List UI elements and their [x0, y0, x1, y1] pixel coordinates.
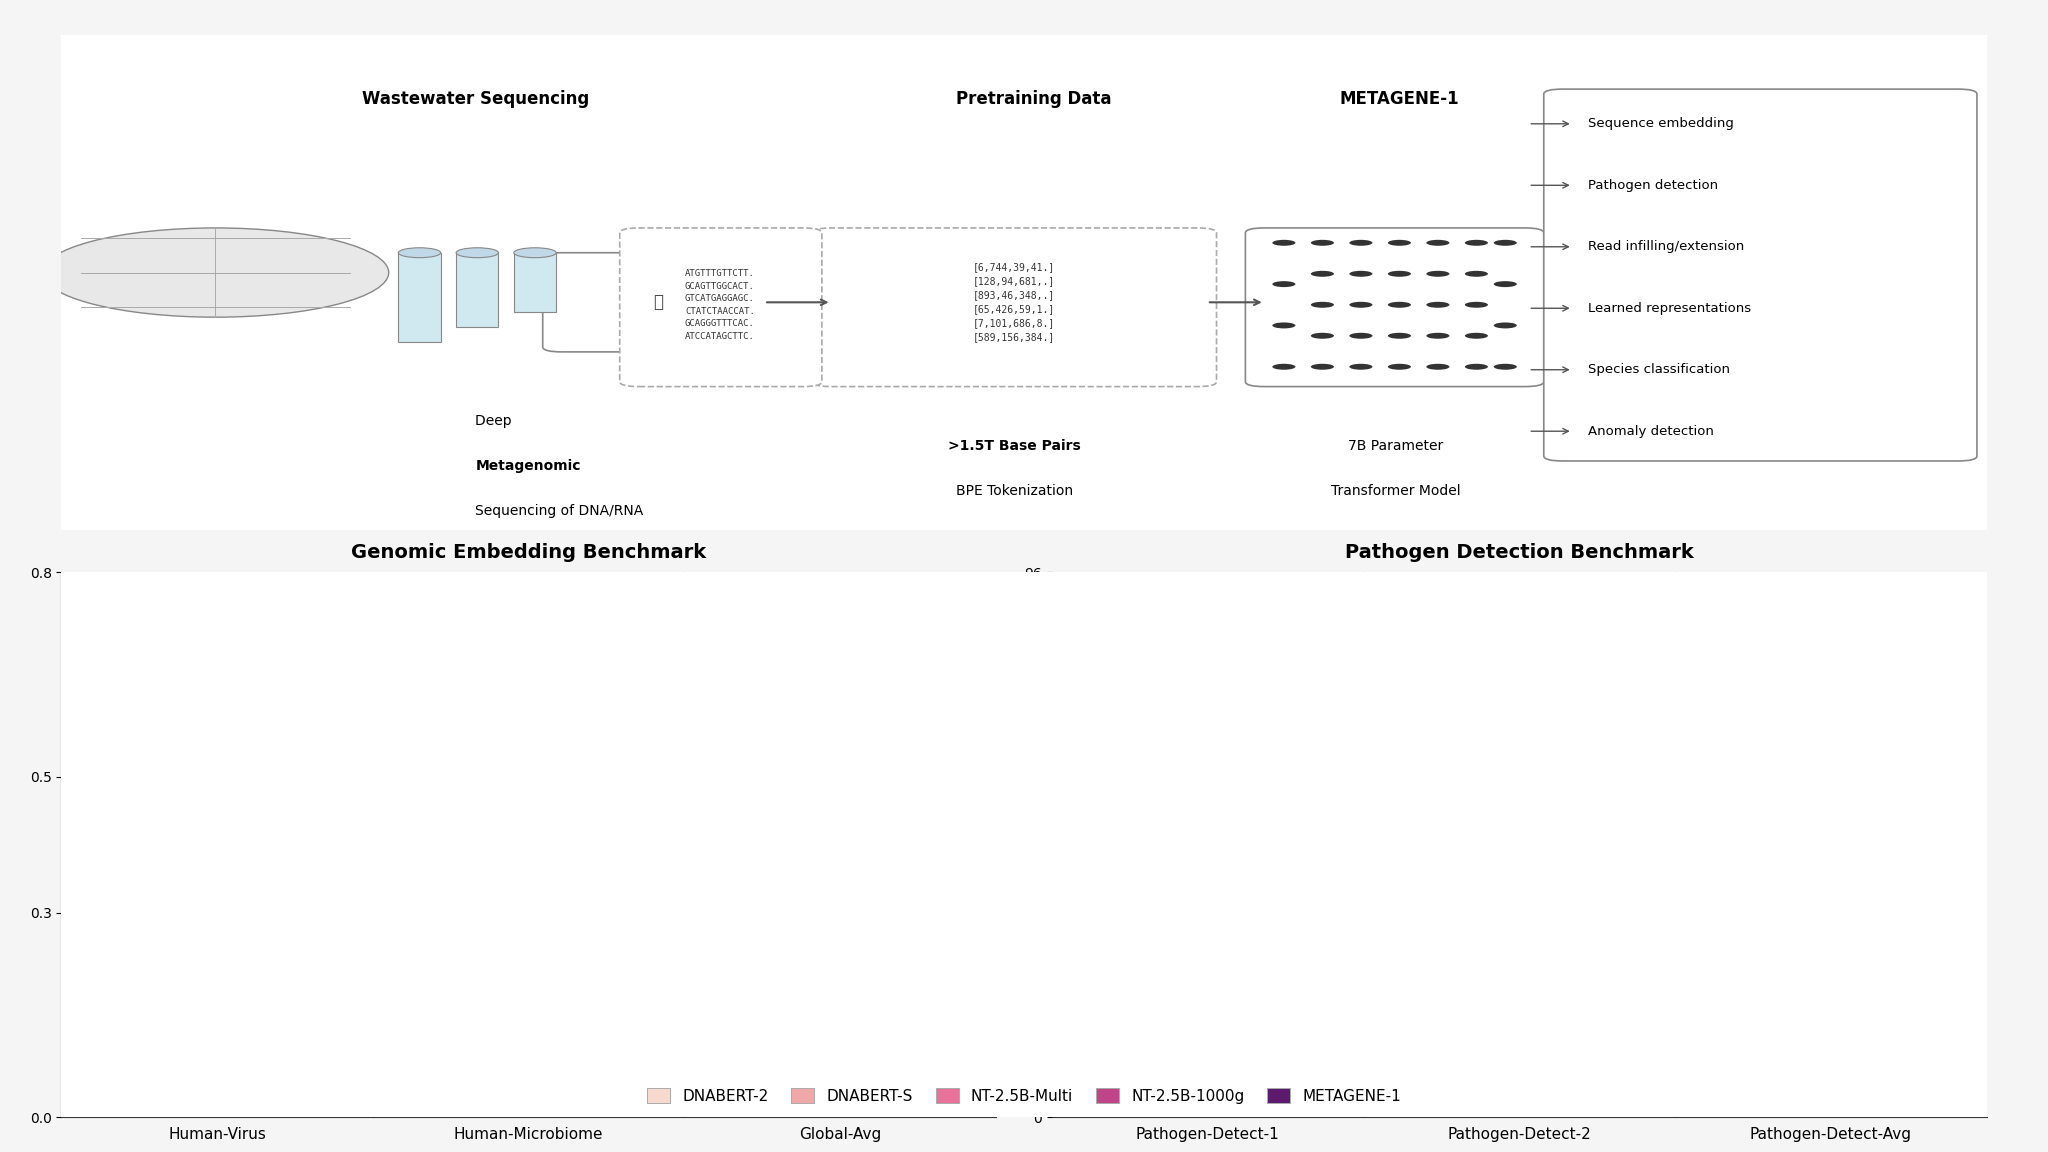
Ellipse shape [514, 248, 557, 258]
Bar [1094, 711, 1137, 1117]
Bar [725, 706, 768, 1117]
Bar [1497, 689, 1540, 1117]
FancyBboxPatch shape [621, 228, 821, 387]
Text: Wastewater Sequencing: Wastewater Sequencing [362, 90, 590, 108]
Circle shape [1350, 333, 1372, 339]
Bar [1139, 696, 1182, 1117]
Bar [1763, 700, 1806, 1117]
Bar [461, 772, 504, 1117]
Bar [866, 638, 909, 1117]
FancyBboxPatch shape [43, 567, 2005, 1123]
Text: BPE Tokenization: BPE Tokenization [956, 484, 1073, 498]
Text: Pretraining Data: Pretraining Data [956, 90, 1112, 108]
Text: >1.5T Base Pairs: >1.5T Base Pairs [948, 439, 1081, 453]
Bar [457, 252, 498, 327]
Title: Pathogen Detection Benchmark: Pathogen Detection Benchmark [1346, 543, 1694, 562]
Bar [1808, 690, 1851, 1117]
Bar [289, 582, 332, 1117]
FancyBboxPatch shape [813, 228, 1217, 387]
Circle shape [1425, 302, 1450, 308]
Text: Learned representations: Learned representations [1587, 302, 1751, 314]
Circle shape [1493, 323, 1518, 328]
Circle shape [1389, 240, 1411, 245]
Circle shape [1464, 240, 1489, 245]
Circle shape [1464, 302, 1489, 308]
Circle shape [1493, 364, 1518, 370]
Bar [414, 774, 457, 1117]
Bar [102, 758, 145, 1117]
Circle shape [1389, 364, 1411, 370]
Circle shape [1272, 323, 1296, 328]
Bar [514, 252, 557, 312]
Circle shape [1272, 281, 1296, 287]
Text: [6,744,39,41.]
[128,94,681,.]
[893,46,348,.]
[65,426,59,1.]
[7,101,686,8.]
[589,: [6,744,39,41.] [128,94,681,.] [893,46,34… [973, 263, 1055, 342]
Circle shape [1311, 333, 1333, 339]
Circle shape [1493, 281, 1518, 287]
Circle shape [1311, 271, 1333, 276]
Text: Deep: Deep [475, 415, 516, 429]
Bar [1452, 708, 1495, 1117]
Circle shape [1350, 364, 1372, 370]
Text: Anomaly detection: Anomaly detection [1587, 425, 1714, 438]
Text: ⬛: ⬛ [653, 294, 664, 311]
Text: Sequence embedding: Sequence embedding [1587, 118, 1735, 130]
Bar [1716, 712, 1759, 1117]
Text: METAGENE-1: METAGENE-1 [1339, 90, 1460, 108]
Ellipse shape [397, 248, 440, 258]
Circle shape [1350, 302, 1372, 308]
Text: Transformer Model: Transformer Model [1331, 484, 1460, 498]
FancyBboxPatch shape [43, 30, 2005, 536]
Bar [600, 593, 643, 1117]
Circle shape [1493, 240, 1518, 245]
Circle shape [1464, 333, 1489, 339]
Circle shape [1350, 240, 1372, 245]
Circle shape [1425, 364, 1450, 370]
Bar [1233, 690, 1276, 1117]
Circle shape [1425, 333, 1450, 339]
Text: ATGTTTGTTCTT.
GCAGTTGGCACT.
GTCATGAGGAGC.
CTATCTAACCAT.
GCAGGGTTTCAC.
ATCCATAGCT: ATGTTTGTTCTT. GCAGTTGGCACT. GTCATGAGGAGC… [684, 270, 756, 341]
Circle shape [1272, 240, 1296, 245]
Bar [1544, 687, 1587, 1117]
Circle shape [1425, 271, 1450, 276]
Bar [1855, 689, 1898, 1117]
Circle shape [1389, 271, 1411, 276]
Text: 7B Parameter: 7B Parameter [1348, 439, 1444, 453]
Circle shape [1311, 364, 1333, 370]
Circle shape [1311, 240, 1333, 245]
Circle shape [1350, 271, 1372, 276]
Text: Species classification: Species classification [1587, 363, 1731, 377]
Bar [397, 252, 440, 342]
Circle shape [1389, 302, 1411, 308]
Bar [1903, 666, 1946, 1117]
Bar [242, 662, 285, 1117]
Bar [150, 753, 193, 1117]
Bar [772, 706, 815, 1117]
FancyBboxPatch shape [543, 252, 774, 351]
Circle shape [1311, 302, 1333, 308]
Bar [1280, 672, 1323, 1117]
Circle shape [1389, 333, 1411, 339]
Text: Pathogen detection: Pathogen detection [1587, 179, 1718, 191]
Bar [1405, 713, 1448, 1117]
Bar [197, 698, 240, 1117]
Circle shape [1464, 271, 1489, 276]
Circle shape [1425, 240, 1450, 245]
Text: Metagenomic: Metagenomic [475, 458, 582, 473]
Bar [911, 581, 954, 1117]
Bar [508, 771, 551, 1117]
FancyBboxPatch shape [1544, 89, 1976, 461]
Bar [1591, 660, 1634, 1117]
Bar [819, 660, 862, 1117]
Bar [1186, 692, 1229, 1117]
Bar [553, 697, 596, 1117]
Circle shape [43, 228, 389, 317]
Circle shape [1272, 364, 1296, 370]
FancyBboxPatch shape [1245, 228, 1544, 387]
Title: Genomic Embedding Benchmark: Genomic Embedding Benchmark [350, 543, 707, 562]
Text: Read infilling/extension: Read infilling/extension [1587, 241, 1745, 253]
Ellipse shape [457, 248, 498, 258]
Legend: DNABERT-2, DNABERT-S, NT-2.5B-Multi, NT-2.5B-1000g, METAGENE-1: DNABERT-2, DNABERT-S, NT-2.5B-Multi, NT-… [641, 1082, 1407, 1109]
Text: Sequencing of DNA/RNA: Sequencing of DNA/RNA [475, 503, 643, 517]
Circle shape [1464, 364, 1489, 370]
